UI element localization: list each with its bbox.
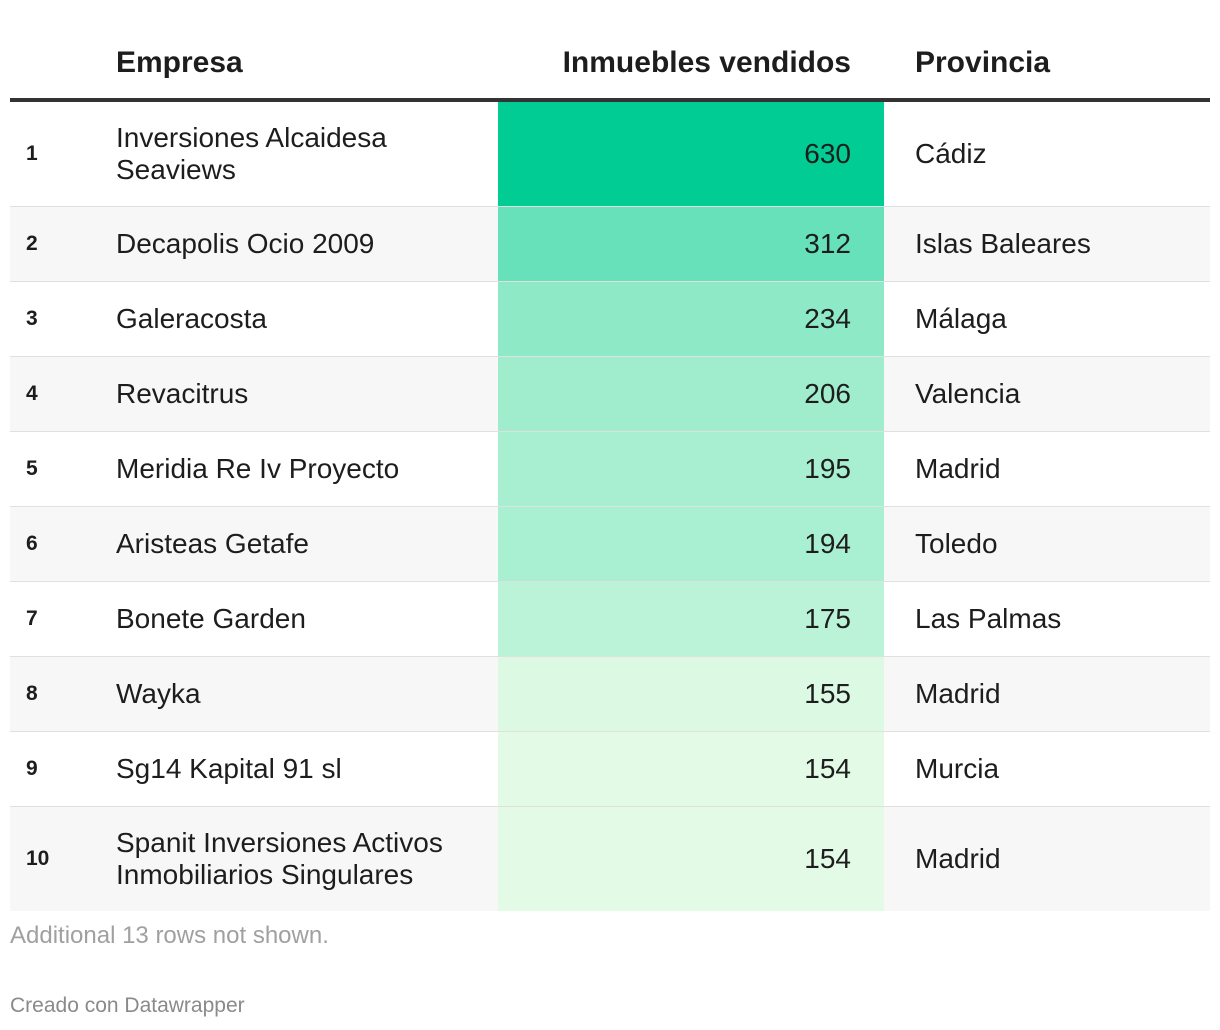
inmuebles-value-cell: 155 <box>498 657 884 731</box>
provincia-cell: Cádiz <box>915 138 987 169</box>
table-row: 5 Meridia Re Iv Proyecto 195 Madrid <box>10 432 1210 507</box>
provincia-cell: Las Palmas <box>915 603 1062 634</box>
header-provincia[interactable]: Provincia <box>915 46 1051 79</box>
provincia-cell: Madrid <box>915 843 1001 874</box>
empresa-cell: Inversiones Alcaidesa Seaviews <box>116 122 387 185</box>
empresa-cell: Revacitrus <box>116 378 249 409</box>
inmuebles-value-cell: 195 <box>498 432 884 506</box>
provincia-cell: Madrid <box>915 453 1001 484</box>
header-empresa[interactable]: Empresa <box>116 46 243 79</box>
rank-cell: 10 <box>26 847 50 870</box>
provincia-cell: Valencia <box>915 378 1021 409</box>
table-header: Empresa Inmuebles vendidos Provincia <box>10 0 1210 102</box>
rank-cell: 3 <box>26 307 38 330</box>
table-row: 6 Aristeas Getafe 194 Toledo <box>10 507 1210 582</box>
inmuebles-value-cell: 154 <box>498 807 884 911</box>
table-row: 9 Sg14 Kapital 91 sl 154 Murcia <box>10 732 1210 807</box>
provincia-cell: Murcia <box>915 753 1000 784</box>
provincia-cell: Málaga <box>915 303 1007 334</box>
provincia-cell: Toledo <box>915 528 998 559</box>
provincia-cell: Islas Baleares <box>915 228 1091 259</box>
empresa-cell: Wayka <box>116 678 201 709</box>
rank-cell: 7 <box>26 607 38 630</box>
empresa-cell: Spanit Inversiones Activos Inmobiliarios… <box>116 827 443 890</box>
rank-cell: 8 <box>26 682 38 705</box>
inmuebles-value-cell: 312 <box>498 207 884 281</box>
empresa-cell: Meridia Re Iv Proyecto <box>116 453 400 484</box>
table-row: 8 Wayka 155 Madrid <box>10 657 1210 732</box>
empresa-cell: Galeracosta <box>116 303 267 334</box>
provincia-cell: Madrid <box>915 678 1001 709</box>
rank-cell: 1 <box>26 142 38 165</box>
rank-cell: 6 <box>26 532 38 555</box>
credit-line: Creado con Datawrapper <box>10 994 245 1017</box>
footnote: Additional 13 rows not shown. <box>10 922 329 949</box>
empresa-cell: Aristeas Getafe <box>116 528 309 559</box>
table-row: 7 Bonete Garden 175 Las Palmas <box>10 582 1210 657</box>
table-row: 10 Spanit Inversiones Activos Inmobiliari… <box>10 807 1210 911</box>
table-row: 2 Decapolis Ocio 2009 312 Islas Baleares <box>10 207 1210 282</box>
table-row: 4 Revacitrus 206 Valencia <box>10 357 1210 432</box>
table-body: 1 Inversiones Alcaidesa Seaviews 630 Cádiz 2… <box>10 102 1210 911</box>
rank-cell: 5 <box>26 457 38 480</box>
inmuebles-value-cell: 234 <box>498 282 884 356</box>
inmuebles-value-cell: 154 <box>498 732 884 806</box>
rank-cell: 4 <box>26 382 38 405</box>
empresa-cell: Sg14 Kapital 91 sl <box>116 753 342 784</box>
header-inmuebles-vendidos[interactable]: Inmuebles vendidos <box>562 46 851 79</box>
rank-cell: 2 <box>26 232 38 255</box>
inmuebles-value-cell: 194 <box>498 507 884 581</box>
empresa-cell: Decapolis Ocio 2009 <box>116 228 375 259</box>
empresa-cell: Bonete Garden <box>116 603 306 634</box>
rank-cell: 9 <box>26 757 38 780</box>
inmuebles-value-cell: 175 <box>498 582 884 656</box>
inmuebles-value-cell: 206 <box>498 357 884 431</box>
table-row: 3 Galeracosta 234 Málaga <box>10 282 1210 357</box>
table-row: 1 Inversiones Alcaidesa Seaviews 630 Cádiz <box>10 102 1210 207</box>
data-table: Empresa Inmuebles vendidos Provincia 1 In… <box>10 0 1210 911</box>
inmuebles-value-cell: 630 <box>498 102 884 206</box>
